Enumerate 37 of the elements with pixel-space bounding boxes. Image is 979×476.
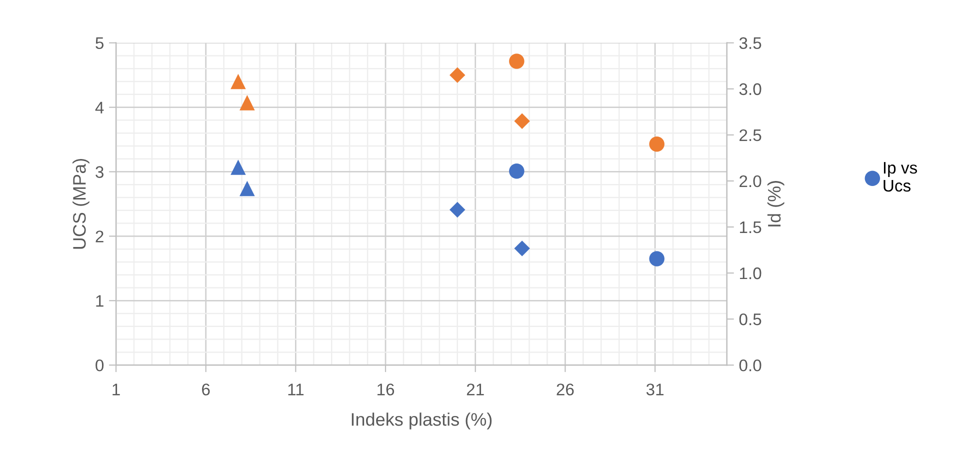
point bbox=[240, 95, 255, 110]
point bbox=[514, 113, 530, 129]
point bbox=[649, 251, 664, 266]
y-tick-label: 2 bbox=[96, 230, 104, 242]
y2-tick-label: 3.0 bbox=[739, 83, 762, 96]
point bbox=[509, 163, 524, 179]
point bbox=[514, 240, 530, 256]
point bbox=[240, 180, 255, 196]
point bbox=[509, 54, 524, 69]
y-tick-label: 4 bbox=[95, 102, 104, 114]
y-tick-label: 5 bbox=[96, 37, 104, 50]
point bbox=[450, 202, 466, 218]
x-tick-label: 31 bbox=[646, 384, 664, 396]
x-tick-label: 1 bbox=[112, 384, 120, 396]
y2-tick-label: 2.5 bbox=[740, 129, 762, 142]
x-tick-label: 21 bbox=[466, 384, 484, 396]
x-tick-label: 16 bbox=[378, 384, 394, 396]
y2-tick-label: 3.5 bbox=[739, 37, 762, 50]
y-tick-label: 1 bbox=[96, 295, 104, 307]
y2-axis-title: Id (%) bbox=[767, 181, 784, 226]
x-tick-label: 6 bbox=[202, 384, 210, 396]
y2-tick-label: 0.0 bbox=[739, 359, 762, 372]
x-tick-label: 11 bbox=[288, 384, 304, 396]
point bbox=[230, 160, 246, 175]
x-axis-title: Indeks plastis (%) bbox=[352, 412, 492, 430]
y2-tick-label: 2.0 bbox=[740, 175, 762, 188]
legend-label: Ip vs Ucs bbox=[884, 162, 918, 192]
point bbox=[450, 67, 466, 83]
point bbox=[230, 74, 246, 90]
y2-tick-label: 1.0 bbox=[740, 267, 762, 280]
point bbox=[649, 136, 664, 152]
y2-tick-label: 1.5 bbox=[740, 222, 762, 234]
y-axis-title: UCS (MPa) bbox=[72, 158, 90, 249]
x-tick-label: 26 bbox=[556, 384, 574, 396]
y-tick-label: 0 bbox=[96, 359, 104, 372]
y-tick-label: 3 bbox=[96, 166, 104, 178]
y2-tick-label: 0.5 bbox=[739, 313, 762, 326]
